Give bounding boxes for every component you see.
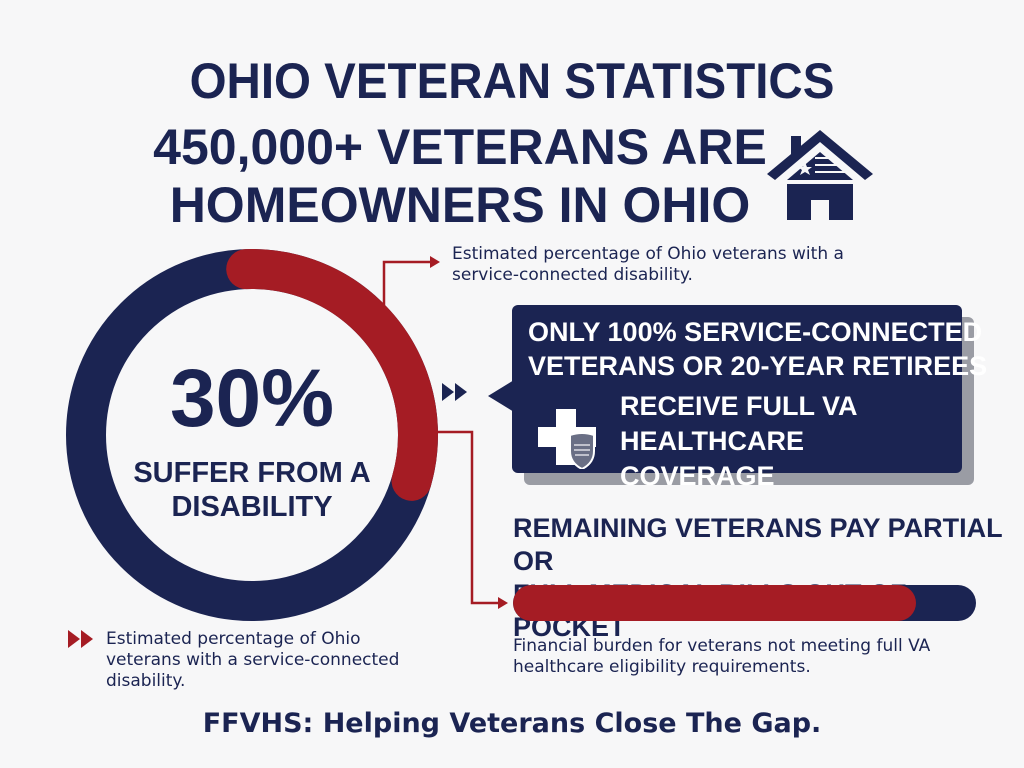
- coverage-line-3: RECEIVE FULL VA: [620, 391, 858, 421]
- coverage-line-4: HEALTHCARE COVERAGE: [620, 426, 804, 491]
- page-title: OHIO VETERAN STATISTICS: [189, 53, 835, 109]
- coverage-callout: ONLY 100% SERVICE-CONNECTED VETERANS OR …: [512, 305, 988, 491]
- flag-shield-icon: [569, 432, 595, 469]
- disability-note-top: Estimated percentage of Ohio veterans wi…: [452, 244, 844, 285]
- double-chevron-icon: [442, 383, 467, 401]
- donut-disability-arc: [65, 248, 438, 621]
- disability-percent: 30%: [169, 353, 335, 444]
- disability-note-bottom: Estimated percentage of Ohio veterans wi…: [106, 629, 400, 691]
- double-chevron-icon: [68, 630, 93, 648]
- footer-tagline: FFVHS: Helping Veterans Close The Gap.: [202, 708, 822, 739]
- arrow-icon: [498, 597, 508, 609]
- house-flag-icon: [767, 130, 873, 220]
- headline: 450,000+ VETERANS ARE HOMEOWNERS IN OHIO: [153, 119, 767, 233]
- callout-tail: [488, 380, 514, 412]
- burden-bar: [513, 585, 976, 621]
- disability-label: SUFFER FROM A DISABILITY: [133, 457, 371, 523]
- coverage-line-1: ONLY 100% SERVICE-CONNECTED: [528, 317, 983, 347]
- medical-cross-icon: [538, 409, 596, 469]
- coverage-line-2: VETERANS OR 20-YEAR RETIREES: [528, 351, 988, 381]
- remaining-heading-line-1: REMAINING VETERANS PAY PARTIAL OR: [513, 513, 1003, 576]
- burden-bar-fill: [513, 585, 916, 621]
- burden-note: Financial burden for veterans not meetin…: [513, 636, 931, 677]
- coverage-line-3-4: RECEIVE FULL VA HEALTHCARE COVERAGE: [620, 389, 962, 494]
- remaining-heading: REMAINING VETERANS PAY PARTIAL OR FULL M…: [513, 512, 1024, 644]
